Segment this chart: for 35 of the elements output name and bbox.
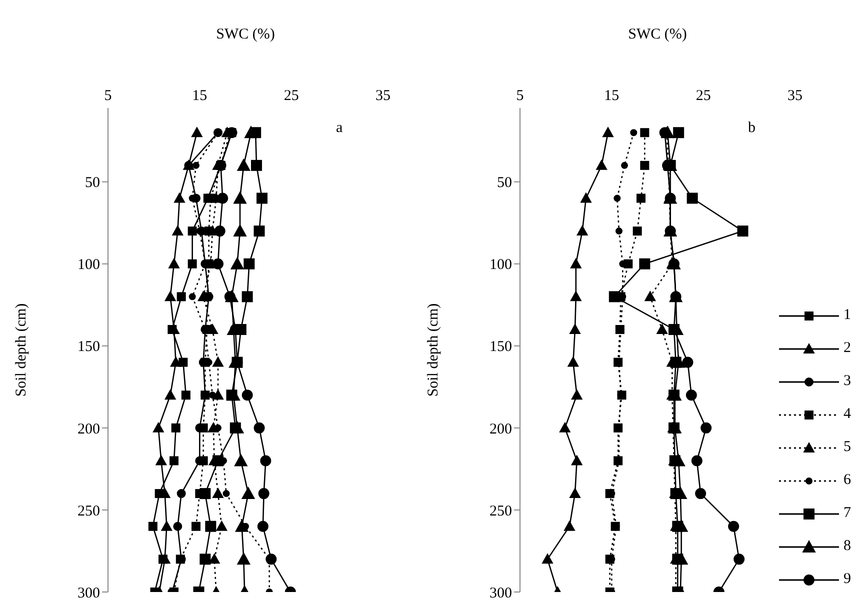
- annotation: b: [748, 120, 756, 137]
- legend-label: 2: [844, 340, 851, 357]
- y-tick-label: 150: [78, 339, 100, 356]
- y-tick-label: 300: [78, 585, 100, 602]
- y-tick-label: 200: [490, 421, 512, 438]
- annotation: a: [336, 120, 343, 137]
- x-tick-label: 15: [192, 88, 208, 104]
- y-tick-label: 100: [78, 257, 100, 274]
- legend-label: 9: [844, 571, 851, 588]
- legend-label: 8: [844, 538, 851, 555]
- legend-label: 1: [844, 307, 851, 324]
- x-tick-label: 35: [788, 88, 802, 104]
- x-tick-label: 25: [696, 88, 711, 104]
- y-tick-label: 150: [490, 339, 512, 356]
- legend-label: 7: [844, 505, 851, 522]
- x-tick-label: 25: [284, 88, 299, 104]
- y-tick-label: 100: [490, 257, 512, 274]
- x-tick-label: 15: [604, 88, 620, 104]
- legend-label: 4: [844, 406, 851, 423]
- x-tick-label: 5: [516, 88, 524, 104]
- y-tick-label: 250: [78, 503, 100, 520]
- y-tick-label: 50: [497, 175, 512, 192]
- y-tick-label: 250: [490, 503, 512, 520]
- y-tick-label: 50: [85, 175, 100, 192]
- legend-label: 6: [844, 472, 851, 489]
- x-tick-label: 35: [376, 88, 390, 104]
- x-tick-label: 5: [104, 88, 112, 104]
- x-axis-title: SWC (%): [628, 26, 687, 43]
- x-axis-title: SWC (%): [216, 26, 275, 43]
- y-axis-title: Soil depth (cm): [425, 303, 442, 397]
- y-tick-label: 300: [490, 585, 512, 602]
- legend-label: 3: [844, 373, 851, 390]
- y-axis-title: Soil depth (cm): [13, 303, 30, 397]
- y-tick-label: 200: [78, 421, 100, 438]
- legend-label: 5: [844, 439, 851, 456]
